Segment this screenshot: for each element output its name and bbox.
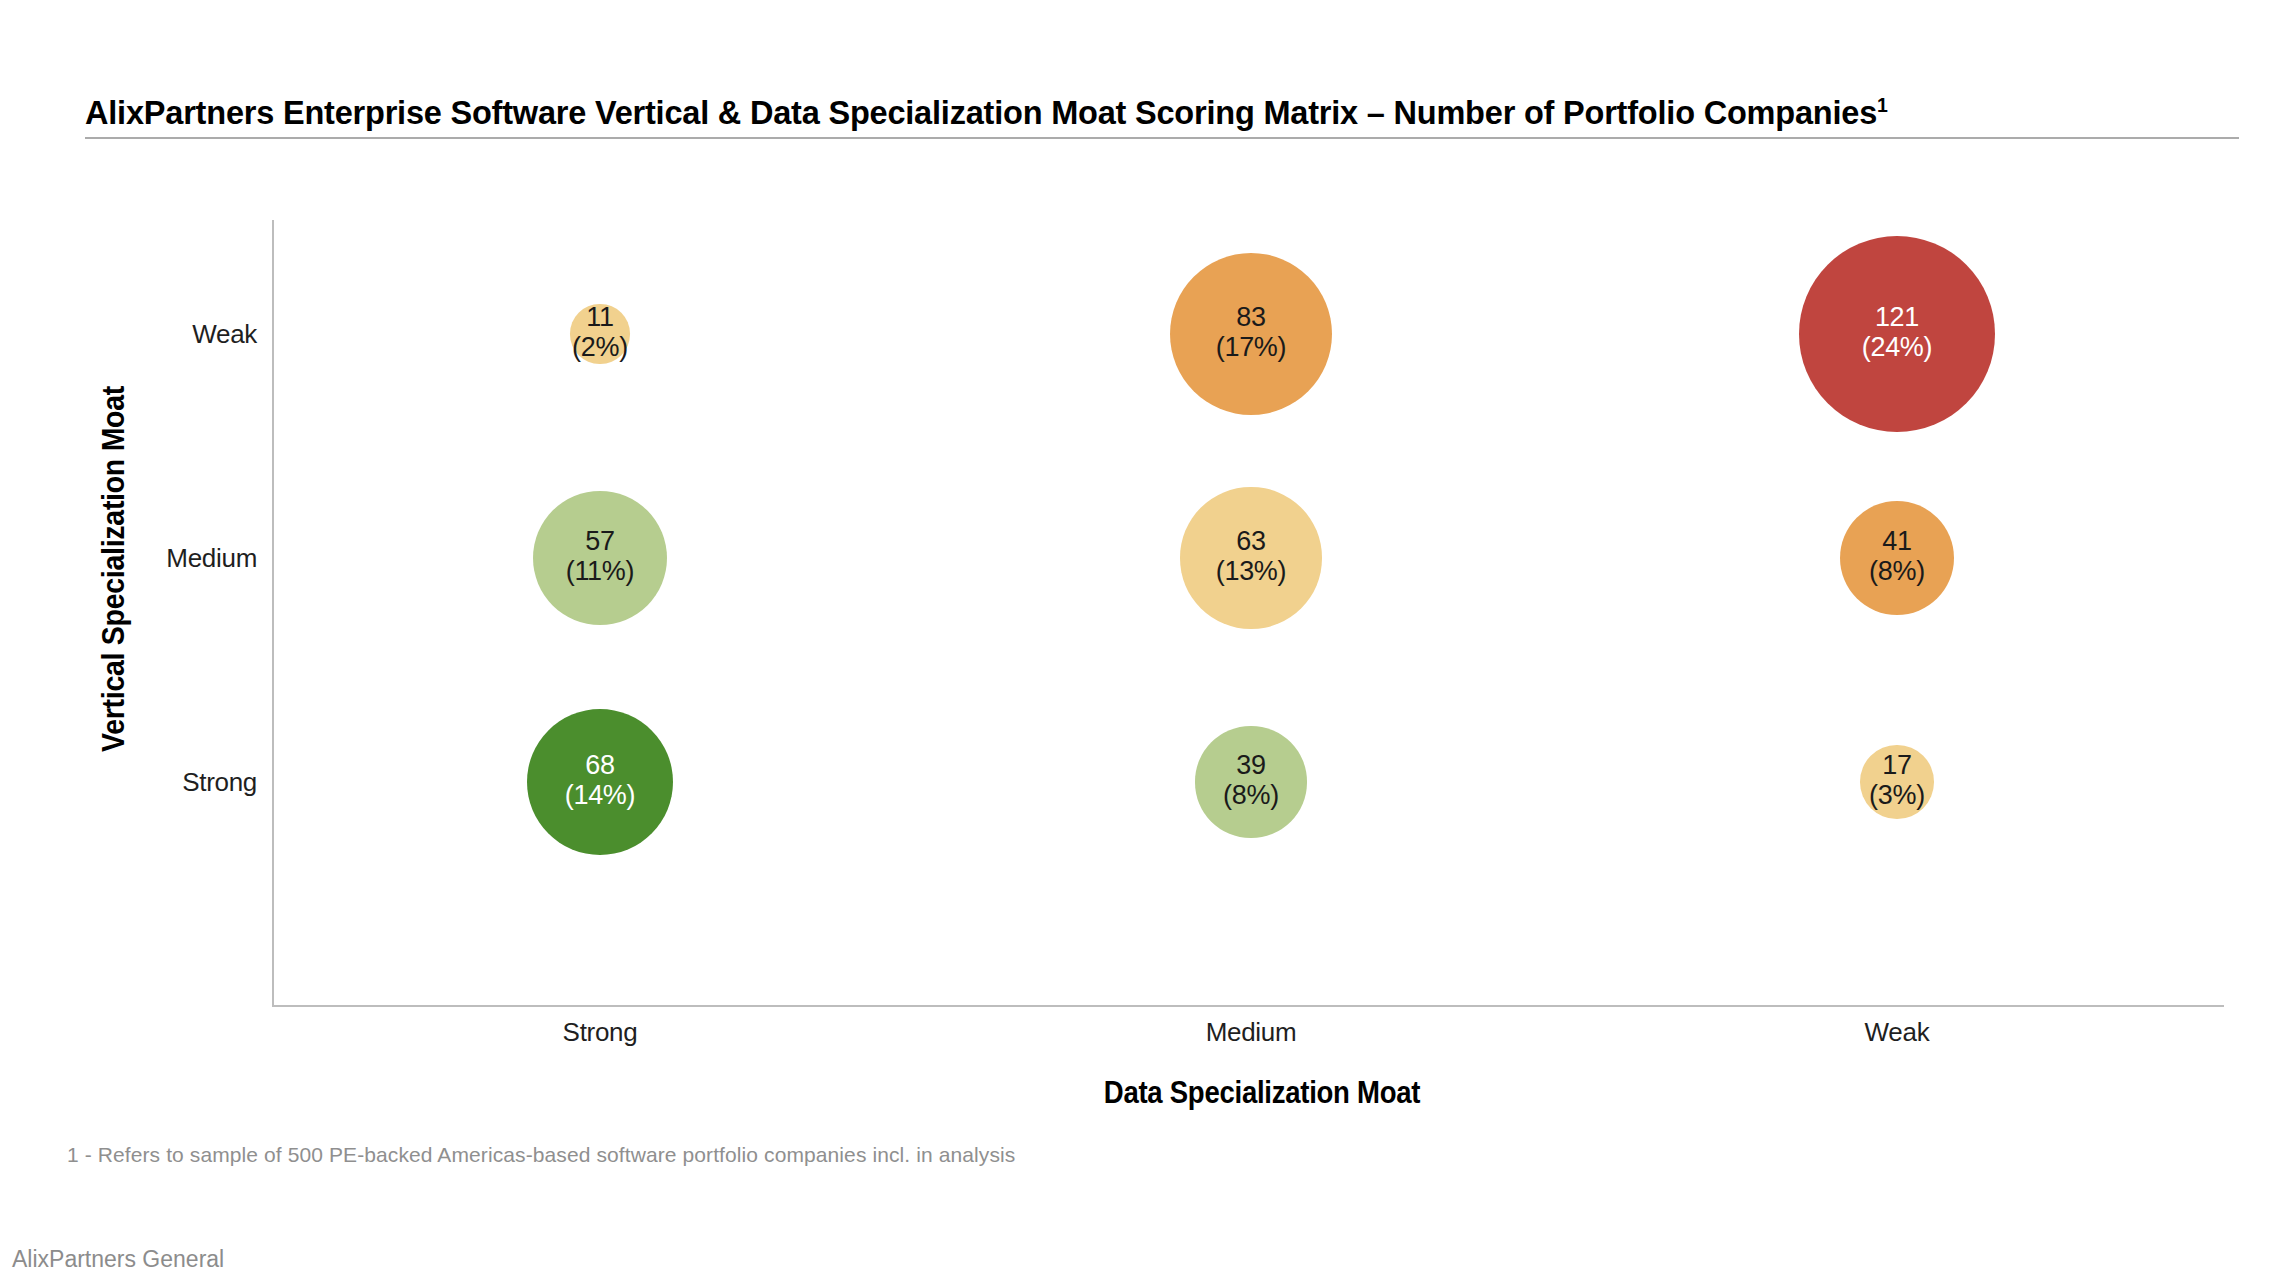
bubble-weak-medium: 83(17%) xyxy=(1170,253,1332,415)
classification-label: AlixPartners General xyxy=(12,1245,224,1273)
bubble-percent: (24%) xyxy=(1862,332,1933,362)
y-tick-label-weak: Weak xyxy=(0,319,257,349)
bubble-percent: (11%) xyxy=(566,556,635,586)
x-axis-line xyxy=(272,1005,2224,1007)
y-tick-label-medium: Medium xyxy=(0,543,257,573)
x-tick-label-strong: Strong xyxy=(500,1017,700,1047)
bubble-count: 17 xyxy=(1882,750,1911,780)
bubble-percent: (8%) xyxy=(1869,556,1925,586)
bubble-strong-weak: 17(3%) xyxy=(1860,745,1933,818)
bubble-medium-weak: 41(8%) xyxy=(1840,501,1954,615)
bubble-medium-medium: 63(13%) xyxy=(1180,487,1321,628)
bubble-count: 11 xyxy=(586,302,613,332)
bubble-percent: (13%) xyxy=(1216,556,1287,586)
x-tick-label-medium: Medium xyxy=(1151,1017,1351,1047)
x-axis-title: Data Specialization Moat xyxy=(1104,1074,1420,1110)
title-underline xyxy=(85,137,2239,139)
bubble-medium-strong: 57(11%) xyxy=(533,491,667,625)
bubble-count: 121 xyxy=(1875,302,1919,332)
bubble-weak-weak: 121(24%) xyxy=(1799,236,1995,432)
bubble-percent: (2%) xyxy=(572,332,628,362)
bubble-percent: (17%) xyxy=(1216,332,1287,362)
y-tick-label-strong: Strong xyxy=(0,767,257,797)
page-title: AlixPartners Enterprise Software Vertica… xyxy=(85,87,1888,131)
bubble-strong-strong: 68(14%) xyxy=(527,709,674,856)
bubble-count: 39 xyxy=(1236,750,1265,780)
bubble-strong-medium: 39(8%) xyxy=(1195,726,1306,837)
bubble-count: 57 xyxy=(585,526,614,556)
title-footnote-marker: 1 xyxy=(1877,94,1888,116)
bubble-count: 63 xyxy=(1236,526,1265,556)
y-axis-line xyxy=(272,220,274,1007)
bubble-weak-strong: 11(2%) xyxy=(570,304,629,363)
footnote: 1 - Refers to sample of 500 PE-backed Am… xyxy=(67,1142,1015,1167)
bubble-count: 83 xyxy=(1236,302,1265,332)
page-title-text: AlixPartners Enterprise Software Vertica… xyxy=(85,95,1877,131)
bubble-percent: (8%) xyxy=(1223,780,1279,810)
bubble-count: 41 xyxy=(1882,526,1911,556)
bubble-percent: (3%) xyxy=(1869,780,1925,810)
bubble-percent: (14%) xyxy=(565,780,636,810)
slide: AlixPartners Enterprise Software Vertica… xyxy=(0,0,2286,1286)
bubble-count: 68 xyxy=(585,750,614,780)
x-tick-label-weak: Weak xyxy=(1797,1017,1997,1047)
